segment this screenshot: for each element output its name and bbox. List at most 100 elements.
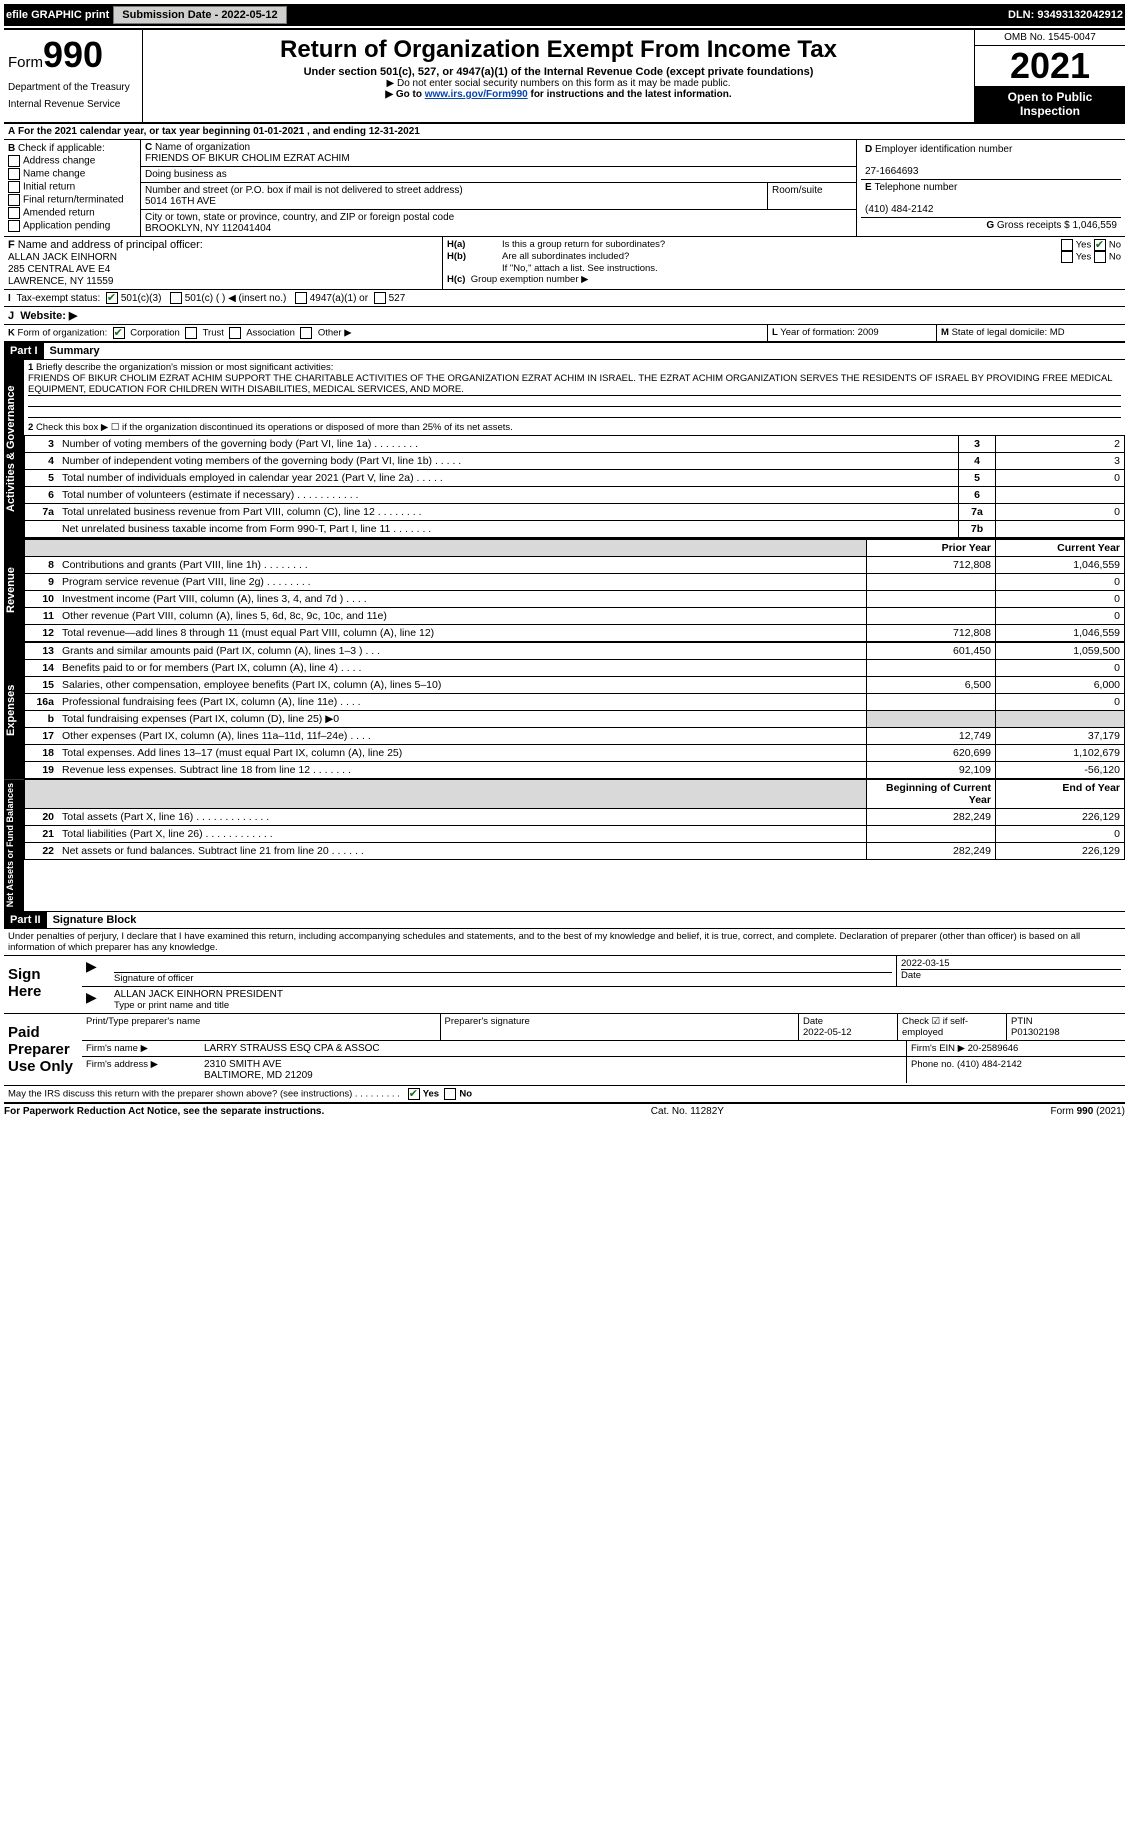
discuss-row: May the IRS discuss this return with the… — [4, 1086, 1125, 1103]
firm-addr1: 2310 SMITH AVE — [204, 1059, 282, 1070]
table-row: 16aProfessional fundraising fees (Part I… — [25, 694, 1125, 711]
sign-date: 2022-03-15 — [901, 958, 1121, 970]
governance-table: 3Number of voting members of the governi… — [24, 435, 1125, 538]
year-formation: 2009 — [858, 327, 879, 338]
officer-addr2: LAWRENCE, NY 11559 — [8, 276, 113, 287]
k-corp-check — [113, 327, 125, 339]
col-d-e-g: D Employer identification number27-16646… — [856, 140, 1125, 236]
efile-topbar: efile GRAPHIC print Submission Date - 20… — [4, 4, 1125, 26]
table-row: 17Other expenses (Part IX, column (A), l… — [25, 728, 1125, 745]
open-to-public: Open to Public Inspection — [975, 86, 1125, 122]
table-row: 10Investment income (Part VIII, column (… — [25, 591, 1125, 608]
governance-block: Activities & Governance 1 Briefly descri… — [4, 360, 1125, 538]
side-expenses: Expenses — [4, 642, 24, 779]
prep-sig-label: Preparer's signature — [441, 1014, 800, 1040]
table-row: 22Net assets or fund balances. Subtract … — [25, 843, 1125, 860]
line-a-calendar: A For the 2021 calendar year, or tax yea… — [4, 124, 1125, 140]
state-domicile: MD — [1050, 327, 1065, 338]
form-title: Return of Organization Exempt From Incom… — [147, 36, 970, 64]
org-name: FRIENDS OF BIKUR CHOLIM EZRAT ACHIM — [145, 153, 350, 164]
self-employed: Check ☑ if self-employed — [898, 1014, 1007, 1040]
omb-number: OMB No. 1545-0047 — [975, 30, 1125, 46]
ein-value: 27-1664693 — [865, 166, 918, 177]
firm-phone: (410) 484-2142 — [957, 1059, 1022, 1070]
table-row: 7aTotal unrelated business revenue from … — [25, 504, 1125, 521]
page-footer: For Paperwork Reduction Act Notice, see … — [4, 1103, 1125, 1117]
hc-label: Group exemption number ▶ — [471, 274, 589, 285]
side-governance: Activities & Governance — [4, 360, 24, 538]
form-subtitle: Under section 501(c), 527, or 4947(a)(1)… — [147, 66, 970, 78]
table-row: 19Revenue less expenses. Subtract line 1… — [25, 762, 1125, 779]
entity-block: B Check if applicable: Address change Na… — [4, 140, 1125, 237]
perjury-text: Under penalties of perjury, I declare th… — [4, 929, 1125, 956]
room-suite: Room/suite — [767, 183, 856, 209]
footer-left: For Paperwork Reduction Act Notice, see … — [4, 1106, 324, 1117]
revenue-block: Revenue Prior Year Current Year 8Contrib… — [4, 538, 1125, 642]
arrow-icon: ▶ — [86, 958, 97, 974]
gross-receipts: 1,046,559 — [1073, 220, 1118, 231]
ha-no-check — [1094, 239, 1106, 251]
org-street: 5014 16TH AVE — [145, 196, 216, 207]
expenses-table: 13Grants and similar amounts paid (Part … — [24, 642, 1125, 779]
side-net: Net Assets or Fund Balances — [4, 779, 24, 911]
col-b-checkboxes: B Check if applicable: Address change Na… — [4, 140, 141, 236]
table-row: 4Number of independent voting members of… — [25, 453, 1125, 470]
table-row: 20Total assets (Part X, line 16) . . . .… — [25, 809, 1125, 826]
dln-label: DLN: 93493132042912 — [1008, 9, 1123, 21]
hb-note: If "No," attach a list. See instructions… — [447, 263, 1121, 274]
firm-addr2: BALTIMORE, MD 21209 — [204, 1070, 313, 1081]
table-row: 8Contributions and grants (Part VIII, li… — [25, 557, 1125, 574]
phone-value: (410) 484-2142 — [865, 204, 933, 215]
part2-bar: Part II Signature Block — [4, 911, 1125, 929]
line2-discontinued: Check this box ▶ ☐ if the organization d… — [36, 422, 513, 433]
ptin-value: P01302198 — [1011, 1027, 1060, 1038]
submission-date-btn[interactable]: Submission Date - 2022-05-12 — [113, 6, 286, 24]
form-number: Form990 — [8, 34, 138, 76]
prep-name-label: Print/Type preparer's name — [82, 1014, 441, 1040]
table-row: 18Total expenses. Add lines 13–17 (must … — [25, 745, 1125, 762]
table-row: 5Total number of individuals employed in… — [25, 470, 1125, 487]
firm-name: LARRY STRAUSS ESQ CPA & ASSOC — [200, 1041, 906, 1056]
form-header: Form990 Department of the Treasury Inter… — [4, 30, 1125, 124]
table-row: 14Benefits paid to or for members (Part … — [25, 660, 1125, 677]
firm-ein: 20-2589646 — [968, 1043, 1019, 1054]
footer-cat: Cat. No. 11282Y — [651, 1106, 724, 1117]
table-row: 6Total number of volunteers (estimate if… — [25, 487, 1125, 504]
line-j-website: J Website: ▶ — [4, 307, 1125, 325]
part1-bar: Part I Summary — [4, 342, 1125, 360]
table-row: 11Other revenue (Part VIII, column (A), … — [25, 608, 1125, 625]
netassets-table: Beginning of Current Year End of Year 20… — [24, 779, 1125, 860]
fh-block: F Name and address of principal officer:… — [4, 237, 1125, 290]
discuss-yes-check — [408, 1088, 420, 1100]
form-note-link: ▶ Go to www.irs.gov/Form990 for instruct… — [147, 89, 970, 100]
sign-here-block: Sign Here ▶ Signature of officer 2022-03… — [4, 956, 1125, 1014]
501c3-check — [106, 292, 118, 304]
efile-label: efile GRAPHIC print — [6, 9, 109, 21]
prep-date: 2022-05-12 — [803, 1027, 852, 1038]
table-row: 3Number of voting members of the governi… — [25, 436, 1125, 453]
dept-irs: Internal Revenue Service — [8, 99, 138, 110]
netassets-block: Net Assets or Fund Balances Beginning of… — [4, 779, 1125, 911]
table-row: 12Total revenue—add lines 8 through 11 (… — [25, 625, 1125, 642]
officer-addr1: 285 CENTRAL AVE E4 — [8, 264, 110, 275]
table-row: 21Total liabilities (Part X, line 26) . … — [25, 826, 1125, 843]
irs-link[interactable]: www.irs.gov/Form990 — [425, 89, 528, 100]
ha-question: Is this a group return for subordinates? — [502, 239, 1061, 251]
officer-printed: ALLAN JACK EINHORN PRESIDENT — [114, 989, 283, 1000]
table-row: bTotal fundraising expenses (Part IX, co… — [25, 711, 1125, 728]
table-row: 13Grants and similar amounts paid (Part … — [25, 643, 1125, 660]
table-row: 15Salaries, other compensation, employee… — [25, 677, 1125, 694]
klm-row: K Form of organization: Corporation Trus… — [4, 325, 1125, 342]
revenue-table: Prior Year Current Year 8Contributions a… — [24, 538, 1125, 642]
org-city: BROOKLYN, NY 112041404 — [145, 223, 271, 234]
dept-treasury: Department of the Treasury — [8, 82, 138, 93]
arrow-icon: ▶ — [86, 989, 97, 1005]
dba-label: Doing business as — [141, 167, 856, 182]
officer-name: ALLAN JACK EINHORN — [8, 252, 117, 263]
expenses-block: Expenses 13Grants and similar amounts pa… — [4, 642, 1125, 779]
sig-officer-label: Signature of officer — [114, 973, 194, 984]
footer-right: Form 990 (2021) — [1051, 1106, 1125, 1117]
table-row: 9Program service revenue (Part VIII, lin… — [25, 574, 1125, 591]
line-i-tax-status: I Tax-exempt status: 501(c)(3) 501(c) ( … — [4, 290, 1125, 307]
sign-here-label: Sign Here — [4, 956, 82, 1013]
